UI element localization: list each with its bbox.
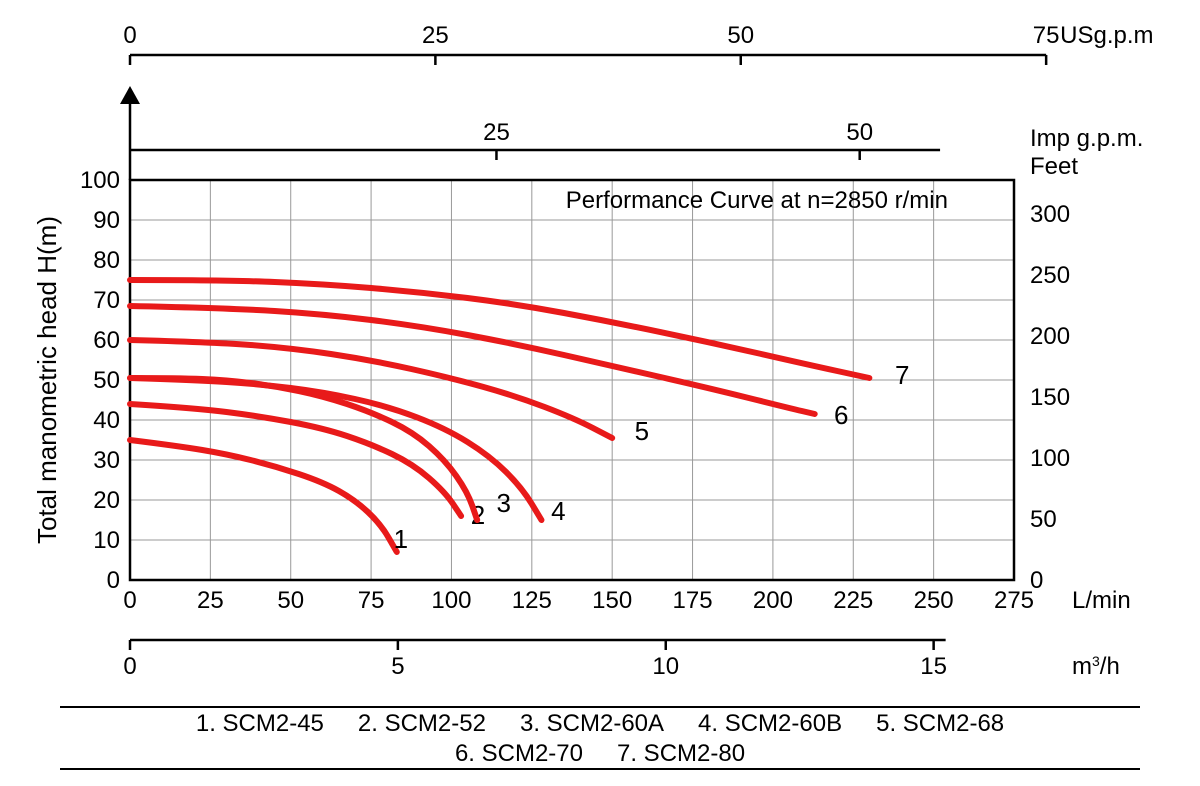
svg-text:0: 0 bbox=[123, 653, 136, 680]
svg-text:0: 0 bbox=[107, 567, 120, 594]
legend-item: 3. SCM2-60A bbox=[520, 710, 664, 738]
svg-text:40: 40 bbox=[93, 407, 120, 434]
svg-text:0: 0 bbox=[123, 587, 136, 614]
svg-text:150: 150 bbox=[1030, 384, 1070, 411]
svg-text:50: 50 bbox=[277, 587, 304, 614]
legend: 1. SCM2-45 2. SCM2-52 3. SCM2-60A 4. SCM2-6… bbox=[60, 706, 1140, 770]
legend-item: 7. SCM2-80 bbox=[617, 740, 745, 768]
svg-text:200: 200 bbox=[753, 587, 793, 614]
svg-text:25: 25 bbox=[422, 22, 449, 49]
svg-text:100: 100 bbox=[80, 167, 120, 194]
svg-text:3: 3 bbox=[496, 488, 510, 518]
svg-text:15: 15 bbox=[920, 653, 947, 680]
svg-text:275: 275 bbox=[994, 587, 1034, 614]
svg-text:200: 200 bbox=[1030, 323, 1070, 350]
svg-text:75: 75 bbox=[1033, 22, 1060, 49]
svg-text:7: 7 bbox=[895, 360, 909, 390]
legend-item: 6. SCM2-70 bbox=[455, 740, 583, 768]
svg-text:100: 100 bbox=[1030, 445, 1070, 472]
svg-text:6: 6 bbox=[834, 400, 848, 430]
svg-text:25: 25 bbox=[483, 119, 510, 146]
legend-item: 2. SCM2-52 bbox=[358, 710, 486, 738]
svg-text:225: 225 bbox=[833, 587, 873, 614]
svg-text:50: 50 bbox=[1030, 506, 1057, 533]
svg-text:L/min: L/min bbox=[1072, 587, 1131, 614]
svg-text:90: 90 bbox=[93, 207, 120, 234]
svg-text:250: 250 bbox=[914, 587, 954, 614]
svg-text:60: 60 bbox=[93, 327, 120, 354]
svg-text:10: 10 bbox=[93, 527, 120, 554]
svg-text:4: 4 bbox=[551, 496, 565, 526]
legend-item: 1. SCM2-45 bbox=[196, 710, 324, 738]
svg-text:80: 80 bbox=[93, 247, 120, 274]
svg-text:250: 250 bbox=[1030, 262, 1070, 289]
svg-text:Imp g.p.m.: Imp g.p.m. bbox=[1030, 125, 1143, 152]
svg-text:50: 50 bbox=[846, 119, 873, 146]
svg-text:Total manometric head H(m): Total manometric head H(m) bbox=[32, 216, 62, 544]
svg-text:150: 150 bbox=[592, 587, 632, 614]
svg-text:10: 10 bbox=[652, 653, 679, 680]
svg-text:175: 175 bbox=[673, 587, 713, 614]
svg-text:5: 5 bbox=[635, 416, 649, 446]
svg-text:25: 25 bbox=[197, 587, 224, 614]
svg-text:Feet: Feet bbox=[1030, 153, 1078, 180]
svg-text:50: 50 bbox=[93, 367, 120, 394]
svg-text:20: 20 bbox=[93, 487, 120, 514]
svg-text:Performance Curve at n=2850 r/: Performance Curve at n=2850 r/min bbox=[566, 187, 948, 214]
svg-text:30: 30 bbox=[93, 447, 120, 474]
performance-curve-chart: 0102030405060708090100Total manometric h… bbox=[0, 0, 1200, 786]
svg-text:5: 5 bbox=[391, 653, 404, 680]
svg-text:100: 100 bbox=[431, 587, 471, 614]
svg-text:75: 75 bbox=[358, 587, 385, 614]
legend-item: 5. SCM2-68 bbox=[876, 710, 1004, 738]
legend-item: 4. SCM2-60B bbox=[698, 710, 842, 738]
svg-text:300: 300 bbox=[1030, 201, 1070, 228]
svg-text:0: 0 bbox=[123, 22, 136, 49]
svg-text:70: 70 bbox=[93, 287, 120, 314]
svg-text:USg.p.m: USg.p.m bbox=[1060, 22, 1153, 49]
svg-text:1: 1 bbox=[394, 524, 408, 554]
svg-text:50: 50 bbox=[727, 22, 754, 49]
svg-text:125: 125 bbox=[512, 587, 552, 614]
